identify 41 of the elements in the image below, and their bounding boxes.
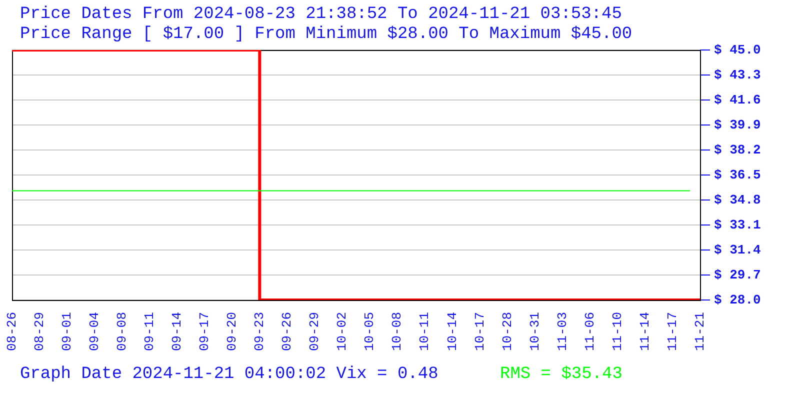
x-tick-label: 11-10 <box>610 312 625 352</box>
x-tick-label: 11-17 <box>664 312 680 352</box>
x-tick-label: 11-03 <box>554 312 570 352</box>
chart-subtitle: Price Range [ $17.00 ] From Minimum $28.00 To Maximum $45.00 <box>20 25 632 44</box>
x-tick-label: 09-08 <box>114 312 130 352</box>
y-tick-label: $ 43.3 <box>714 67 762 82</box>
x-tick-label: 08-29 <box>32 312 47 352</box>
x-tick-label: 09-11 <box>142 312 158 352</box>
x-tick-label: 10-02 <box>334 312 350 352</box>
y-tick-label: $ 28.0 <box>714 292 762 308</box>
x-tick-label: 09-26 <box>280 312 295 352</box>
y-tick-label: $ 38.2 <box>714 142 762 158</box>
x-tick-label: 09-23 <box>252 312 268 352</box>
y-tick-label: $ 29.7 <box>714 267 761 282</box>
x-tick-label: 10-17 <box>472 312 488 352</box>
y-tick-label: $ 41.6 <box>714 92 762 108</box>
y-tick-label: $ 33.1 <box>714 217 762 232</box>
x-tick-label: 11-21 <box>692 312 708 352</box>
x-tick-label: 08-26 <box>4 312 20 352</box>
x-tick-label: 09-04 <box>87 312 102 352</box>
y-tick-label: $ 36.5 <box>714 167 762 182</box>
x-tick-label: 11-14 <box>637 312 652 352</box>
x-tick-label: 09-01 <box>59 312 74 352</box>
x-tick-label: 09-29 <box>307 312 322 352</box>
x-tick-label: 09-17 <box>197 312 212 352</box>
y-tick-label: $ 39.9 <box>714 117 762 132</box>
chart-title: Price Dates From 2024-08-23 21:38:52 To 2024-11-21 03:53:45 <box>20 5 622 24</box>
x-tick-label: 10-08 <box>390 312 405 352</box>
x-tick-label: 10-14 <box>444 312 460 352</box>
x-tick-label: 10-11 <box>417 312 432 352</box>
y-tick-label: $ 34.8 <box>714 192 762 208</box>
y-tick-label: $ 45.0 <box>714 42 762 58</box>
x-tick-label: 09-20 <box>224 312 240 352</box>
x-tick-label: 09-14 <box>170 312 185 352</box>
y-tick-label: $ 31.4 <box>714 242 762 258</box>
x-tick-label: 10-28 <box>500 312 515 352</box>
ref-line-label: RMS = $35.43 <box>500 365 622 384</box>
x-tick-label: 10-31 <box>527 312 542 352</box>
x-tick-label: 10-05 <box>362 312 378 352</box>
x-tick-label: 11-06 <box>582 312 598 352</box>
text: Graph Date 2024-11-21 04:00:02 Vix = 0.48 <box>20 365 438 384</box>
